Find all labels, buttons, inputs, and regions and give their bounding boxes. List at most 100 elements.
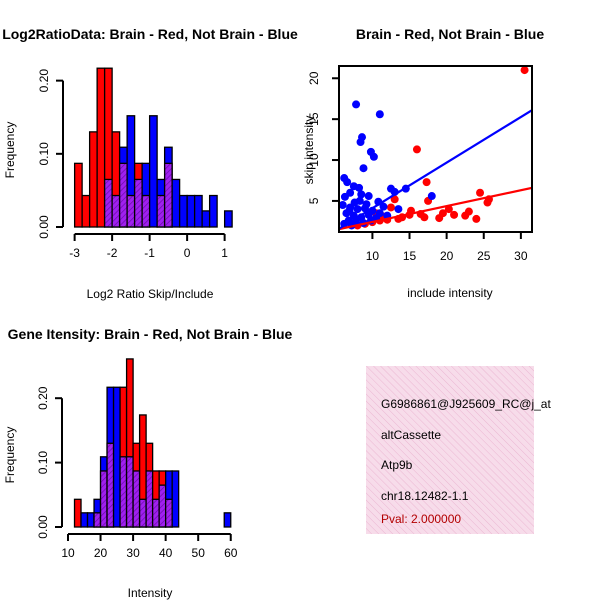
ratio-histogram-y-tick-label: 0.20 (37, 69, 51, 93)
ratio-histogram-bar (81, 194, 91, 228)
intensity-scatter-not-brain-point (350, 198, 359, 207)
ratio-histogram-title: Log2RatioData: Brain - Red, Not Brain - … (2, 26, 298, 42)
intensity-histogram-overlap-bar (158, 484, 167, 528)
intensity-histogram-x-tick-label: 40 (159, 546, 173, 560)
intensity-histogram-overlap-bar (145, 470, 154, 528)
info-probe-id: G6986861@J925609_RC@j_at (381, 397, 551, 411)
intensity-scatter-not-brain-point (364, 192, 373, 201)
intensity-scatter-brain-point (483, 198, 492, 207)
intensity-histogram-overlap-bar (119, 456, 128, 528)
intensity-histogram-bar (112, 386, 121, 528)
intensity-scatter-x-tick-label: 15 (403, 249, 417, 263)
ratio-histogram-overlap-bar (156, 194, 166, 228)
ratio-histogram-x-tick-label: -1 (144, 246, 155, 260)
intensity-scatter-plot (339, 66, 532, 231)
ratio-histogram-bar (201, 210, 211, 228)
intensity-scatter-not-brain-point (355, 183, 364, 192)
ratio-histogram-bar (186, 194, 196, 228)
ratio-histogram-axes: -3 -2 -1 0 1 0.00 0.10 0.20 (37, 69, 228, 260)
intensity-scatter-ylabel: skip intensity (302, 116, 316, 185)
intensity-scatter-brain-point (435, 214, 444, 223)
intensity-histogram-bar (86, 512, 95, 528)
intensity-histogram-overlap-bar (93, 512, 102, 528)
info-panel: G6986861@J925609_RC@j_at altCassette Atp… (366, 366, 551, 534)
ratio-histogram-y-tick-label: 0.10 (37, 142, 51, 166)
ratio-histogram-bar (223, 210, 233, 228)
ratio-histogram-overlap-bar (126, 194, 136, 228)
intensity-scatter-y-tick-label: 15 (307, 112, 321, 126)
intensity-histogram-y-tick-label: 0.00 (36, 515, 50, 539)
intensity-histogram: Gene Itensity: Brain - Red, Not Brain - … (3, 326, 293, 600)
ratio-histogram-ylabel: Frequency (3, 122, 17, 179)
ratio-histogram-x-tick-label: -3 (69, 246, 80, 260)
ratio-histogram-y-tick-label: 0.00 (37, 215, 51, 239)
info-locus: chr18.12482-1.1 (381, 489, 469, 503)
intensity-histogram-y-tick-label: 0.10 (36, 451, 50, 475)
intensity-scatter-brain-point (476, 188, 485, 197)
intensity-histogram-overlap-bar (99, 470, 108, 528)
intensity-scatter-not-brain-point (359, 164, 368, 173)
intensity-scatter-y-tick-label: 5 (307, 197, 321, 204)
ratio-histogram-bars (73, 67, 233, 228)
ratio-histogram-overlap-bar (103, 178, 113, 228)
ratio-histogram-x-tick-label: 0 (184, 246, 191, 260)
info-event-type: altCassette (381, 428, 441, 442)
ratio-histogram-bar (88, 131, 98, 228)
ratio-histogram-overlap-bar (141, 194, 151, 228)
intensity-histogram-x-tick-label: 20 (94, 546, 108, 560)
intensity-scatter-not-brain-point (362, 200, 371, 209)
intensity-scatter-not-brain-point (352, 100, 361, 109)
ratio-histogram-bar (171, 178, 181, 228)
ratio-histogram-bar (96, 67, 106, 228)
intensity-scatter-not-brain-point (340, 192, 349, 201)
ratio-histogram-overlap-bar (111, 194, 121, 228)
ratio-histogram-bar (208, 194, 218, 228)
intensity-scatter-brain-point (412, 145, 421, 154)
intensity-scatter-brain-point (450, 210, 459, 219)
intensity-scatter-brain-point (472, 214, 481, 223)
ratio-histogram-bar (73, 162, 83, 228)
intensity-scatter-x-tick-label: 10 (366, 249, 380, 263)
intensity-scatter-xlabel: include intensity (407, 286, 492, 300)
intensity-scatter-not-brain-point (394, 205, 403, 214)
intensity-scatter-not-brain-point (357, 190, 366, 199)
intensity-scatter-axes: 10 15 20 25 30 5 10 15 20 (307, 71, 528, 263)
intensity-histogram-bar (223, 512, 232, 528)
intensity-scatter-brain-fit-line (339, 186, 532, 231)
ratio-histogram-xlabel: Log2 Ratio Skip/Include (87, 287, 214, 301)
ratio-histogram-x-tick-label: 1 (221, 246, 228, 260)
intensity-histogram-x-tick-label: 50 (192, 546, 206, 560)
intensity-scatter-x-tick-label: 25 (477, 249, 491, 263)
intensity-scatter-brain-point (422, 178, 431, 187)
intensity-histogram-x-tick-label: 30 (126, 546, 140, 560)
intensity-histogram-overlap-bar (138, 498, 147, 528)
ratio-histogram-bar (148, 115, 158, 228)
intensity-scatter-brain-point (390, 195, 399, 204)
intensity-histogram-axes: 10 20 30 40 50 60 0.00 0.10 0.20 (36, 386, 238, 560)
ratio-histogram: Log2RatioData: Brain - Red, Not Brain - … (2, 26, 298, 301)
intensity-scatter-x-tick-label: 20 (440, 249, 454, 263)
intensity-scatter-not-brain-point (379, 202, 388, 211)
intensity-histogram-xlabel: Intensity (128, 586, 173, 600)
intensity-scatter-brain-point (386, 203, 395, 212)
intensity-scatter-not-brain-point (353, 205, 362, 214)
intensity-histogram-overlap-bar (164, 498, 173, 528)
intensity-scatter: Brain - Red, Not Brain - Blue include in… (302, 26, 544, 300)
intensity-histogram-bar (80, 512, 89, 528)
info-panel-background (366, 366, 534, 534)
intensity-histogram-bar (73, 498, 82, 528)
intensity-scatter-not-brain-point (369, 152, 378, 161)
ratio-histogram-bar (178, 194, 188, 228)
intensity-scatter-not-brain-fit-line (339, 109, 532, 230)
intensity-scatter-not-brain-point (339, 201, 347, 210)
intensity-scatter-y-tick-label: 20 (307, 71, 321, 85)
intensity-histogram-overlap-bar (132, 470, 141, 528)
intensity-histogram-ylabel: Frequency (3, 427, 17, 484)
intensity-histogram-bar (171, 470, 180, 528)
intensity-scatter-y-tick-label: 10 (307, 153, 321, 167)
ratio-histogram-overlap-bar (133, 178, 143, 228)
intensity-histogram-x-tick-label: 60 (224, 546, 238, 560)
intensity-histogram-overlap-bar (106, 442, 115, 528)
ratio-histogram-bar (193, 194, 203, 228)
